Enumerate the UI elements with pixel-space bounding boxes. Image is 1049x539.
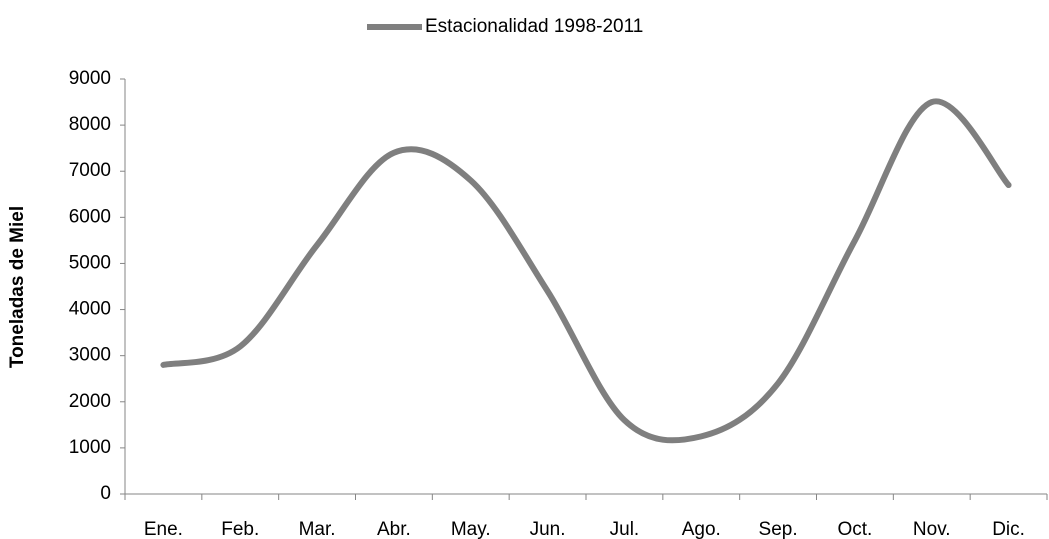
y-tick-label: 6000 xyxy=(69,206,111,227)
y-tick-label: 8000 xyxy=(69,114,111,135)
y-tick-label: 2000 xyxy=(69,391,111,412)
x-tick-label: Ene. xyxy=(144,519,183,539)
x-tick-label: Abr. xyxy=(377,519,411,539)
y-tick-label: 0 xyxy=(100,483,111,504)
x-tick-label: Feb. xyxy=(221,519,259,539)
x-tick-label: May. xyxy=(451,519,491,539)
x-tick-label: Nov. xyxy=(913,519,951,539)
y-tick-label: 1000 xyxy=(69,437,111,458)
x-tick-label: Jul. xyxy=(610,519,640,539)
x-tick-label: Sep. xyxy=(759,519,798,539)
x-tick-label: Dic. xyxy=(992,519,1025,539)
legend-label: Estacionalidad 1998-2011 xyxy=(425,16,643,37)
x-tick-label: Ago. xyxy=(682,519,721,539)
y-tick-label: 9000 xyxy=(69,68,111,89)
y-tick-label: 3000 xyxy=(69,345,111,366)
series-line xyxy=(160,98,1012,444)
x-tick-label: Oct. xyxy=(837,519,872,539)
y-tick-label: 4000 xyxy=(69,299,111,320)
x-tick-label: Jun. xyxy=(530,519,566,539)
y-axis-title: Toneladas de Miel xyxy=(7,206,28,368)
x-tick-label: Mar. xyxy=(299,519,336,539)
y-tick-label: 7000 xyxy=(69,160,111,181)
y-tick-label: 5000 xyxy=(69,252,111,273)
